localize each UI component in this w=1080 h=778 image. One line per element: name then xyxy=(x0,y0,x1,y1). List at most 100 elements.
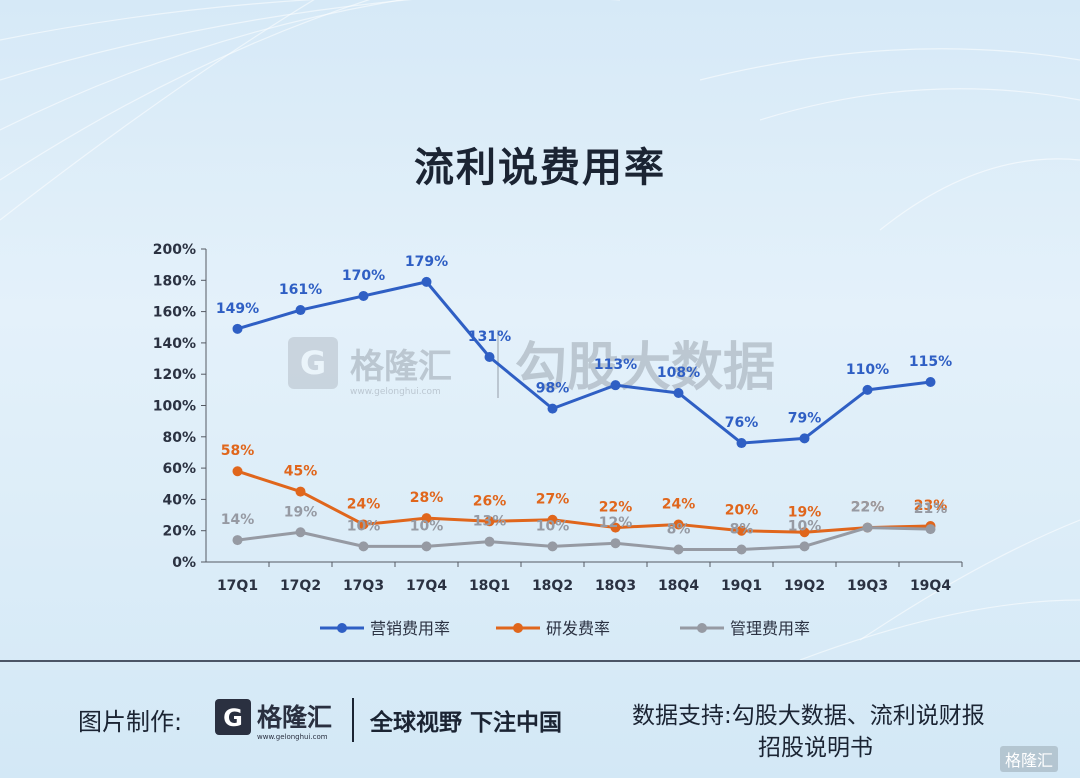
x-tick-label: 17Q1 xyxy=(217,578,258,594)
y-tick-label: 180% xyxy=(153,273,196,289)
data-label: 110% xyxy=(846,362,889,378)
y-tick-label: 60% xyxy=(162,461,196,477)
data-label: 21% xyxy=(914,501,948,517)
data-point xyxy=(799,433,810,444)
data-label: 28% xyxy=(410,490,444,506)
data-label: 10% xyxy=(410,518,444,534)
data-label: 14% xyxy=(221,512,255,528)
data-point xyxy=(358,541,369,552)
data-source-line2: 招股说明书 xyxy=(758,735,873,761)
data-label: 22% xyxy=(851,500,885,516)
legend-label: 研发费率 xyxy=(546,619,610,638)
series-line xyxy=(237,469,931,534)
svg-text:G: G xyxy=(223,704,243,732)
data-label: 26% xyxy=(473,493,507,509)
corner-watermark-logo: 格隆汇 xyxy=(1000,746,1059,772)
data-source: 数据支持:勾股大数据、流利说财报 招股说明书 xyxy=(632,700,985,764)
data-point xyxy=(232,535,243,546)
data-point xyxy=(547,403,558,414)
data-label: 22% xyxy=(599,500,633,516)
data-point xyxy=(799,541,810,552)
data-label: 13% xyxy=(473,514,507,530)
data-label: 79% xyxy=(788,410,822,426)
data-label: 58% xyxy=(221,443,255,459)
data-point xyxy=(232,466,243,477)
data-point xyxy=(484,351,495,362)
axes: 0% 20% 40% 60% 80% 100% 120% 140% 160% 180% 200% 17… xyxy=(153,242,963,594)
data-label: 12% xyxy=(599,515,633,531)
data-label: 20% xyxy=(725,503,759,519)
x-tick-label: 18Q1 xyxy=(469,578,510,594)
data-label: 19% xyxy=(284,504,318,520)
footer-separator xyxy=(352,698,354,742)
data-point xyxy=(736,544,747,555)
data-point xyxy=(610,522,621,533)
watermark-url: www.gelonghui.com xyxy=(350,387,441,397)
y-tick-label: 40% xyxy=(162,492,196,508)
data-label: 8% xyxy=(730,521,754,537)
data-label: 179% xyxy=(405,254,448,270)
data-point xyxy=(421,276,432,287)
data-point xyxy=(673,387,684,398)
data-point xyxy=(421,513,432,524)
data-label: 24% xyxy=(662,496,696,512)
legend-label: 管理费用率 xyxy=(730,619,810,638)
data-point xyxy=(358,519,369,530)
y-tick-label: 0% xyxy=(172,555,196,571)
data-label: 170% xyxy=(342,268,385,284)
made-by-label: 图片制作: xyxy=(78,708,183,736)
footer-slogan: 全球视野 下注中国 xyxy=(370,710,563,736)
watermark: G 格隆汇 www.gelonghui.com 勾股大数据 xyxy=(288,330,775,398)
data-label: 131% xyxy=(468,329,511,345)
data-point xyxy=(295,486,306,497)
data-point xyxy=(673,544,684,555)
data-label: 10% xyxy=(347,518,381,534)
data-point xyxy=(547,514,558,525)
data-point xyxy=(925,524,936,535)
y-tick-label: 200% xyxy=(153,242,196,258)
y-tick-label: 20% xyxy=(162,524,196,540)
data-label: 161% xyxy=(279,282,322,298)
data-label: 45% xyxy=(284,464,318,480)
x-tick-label: 17Q4 xyxy=(406,578,447,594)
data-point xyxy=(421,541,432,552)
data-label: 10% xyxy=(788,518,822,534)
data-point xyxy=(925,377,936,388)
y-tick-label: 100% xyxy=(153,399,196,415)
data-point xyxy=(610,538,621,549)
data-point xyxy=(295,305,306,316)
data-label: 76% xyxy=(725,415,759,431)
x-tick-label: 19Q1 xyxy=(721,578,762,594)
series-group: 149% 161% 170% 179% 131% 98% 113% 108% 76% 79% 110… xyxy=(216,254,952,555)
data-point xyxy=(232,323,243,334)
data-label: 23% xyxy=(914,498,948,514)
data-label: 113% xyxy=(594,357,637,373)
data-source-line1: 数据支持:勾股大数据、流利说财报 xyxy=(632,703,985,729)
x-tick-label: 17Q3 xyxy=(343,578,384,594)
chart-title: 流利说费用率 xyxy=(414,145,666,191)
data-point xyxy=(295,527,306,538)
data-point xyxy=(862,522,873,533)
x-tick-label: 19Q4 xyxy=(910,578,951,594)
x-tick-label: 17Q2 xyxy=(280,578,321,594)
data-label: 10% xyxy=(536,518,570,534)
series-line xyxy=(237,526,931,551)
data-label: 98% xyxy=(536,381,570,397)
data-point xyxy=(736,525,747,536)
data-point xyxy=(610,380,621,391)
x-tick-label: 19Q2 xyxy=(784,578,825,594)
footer-brand-url: www.gelonghui.com xyxy=(257,733,328,741)
data-point xyxy=(799,527,810,538)
data-point xyxy=(484,516,495,527)
data-label: 8% xyxy=(667,521,691,537)
data-label: 149% xyxy=(216,301,259,317)
data-label: 19% xyxy=(788,504,822,520)
data-point xyxy=(862,384,873,395)
data-point xyxy=(736,438,747,449)
footer-divider xyxy=(0,660,1080,662)
series-3: 14% 19%10% 10% 13% 10% 12% 8% 8% 10%22% 21% xyxy=(221,500,948,555)
data-label: 27% xyxy=(536,492,570,508)
watermark-brand: 格隆汇 xyxy=(350,347,452,387)
svg-text:G: G xyxy=(300,344,326,382)
